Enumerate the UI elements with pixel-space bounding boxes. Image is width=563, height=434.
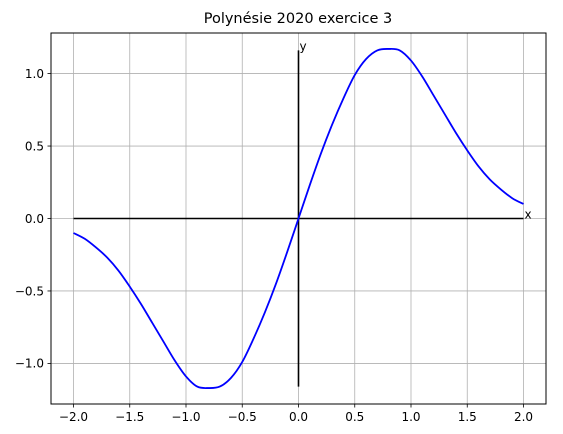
x-tick-label: 0.5 <box>345 410 364 424</box>
series-line <box>73 47 524 390</box>
y-tick-label: 0.5 <box>25 139 44 153</box>
x-tick-label: −1.5 <box>115 410 144 424</box>
x-ticks: −2.0 −1.5 −1.0 −0.5 0.0 0.5 1.0 1.5 2.0 <box>59 404 533 424</box>
x-tick-label: −0.5 <box>228 410 257 424</box>
annotations: xy <box>300 39 532 221</box>
y-tick-label: −1.0 <box>15 357 44 371</box>
x-tick-label: 2.0 <box>514 410 533 424</box>
x-tick-label: −2.0 <box>59 410 88 424</box>
x-tick-label: 1.0 <box>401 410 420 424</box>
x-tick-label: 1.5 <box>458 410 477 424</box>
y-ticks: −1.0 −0.5 0.0 0.5 1.0 <box>15 67 51 371</box>
chart-title: Polynésie 2020 exercice 3 <box>204 11 393 27</box>
x-tick-label: −1.0 <box>171 410 200 424</box>
y-tick-label: 0.0 <box>25 212 44 226</box>
x-tick-label: 0.0 <box>289 410 308 424</box>
y-tick-label: −0.5 <box>15 284 44 298</box>
annotation-y-label: y <box>300 39 307 53</box>
y-tick-label: 1.0 <box>25 67 44 81</box>
annotation-x-label: x <box>525 208 532 222</box>
series-group <box>73 47 524 390</box>
